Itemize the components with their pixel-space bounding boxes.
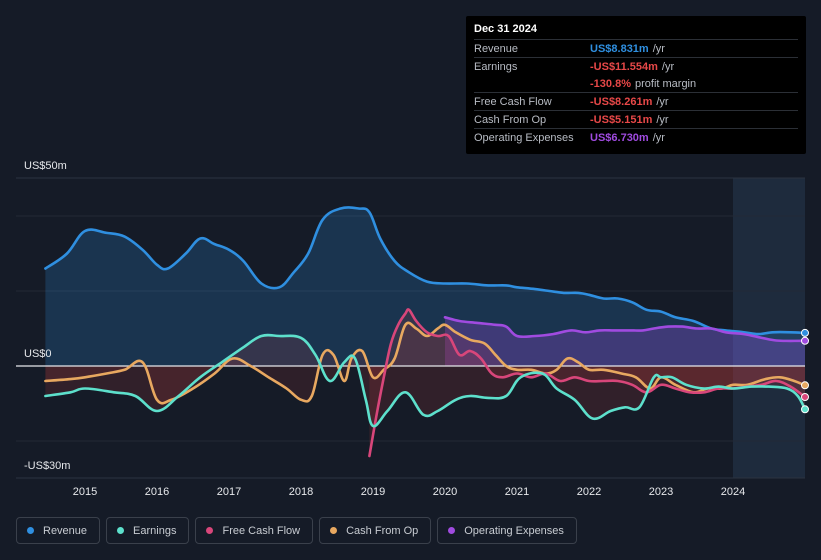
- tooltip-row-operating-expenses: Operating Expenses US$6.730m /yr: [474, 128, 798, 146]
- free-cash-flow-area: [369, 309, 805, 456]
- data-tooltip: Dec 31 2024 Revenue US$8.831m /yr Earnin…: [466, 16, 806, 154]
- earnings-dot-icon: [117, 527, 125, 534]
- x-tick-label: 2020: [433, 486, 457, 498]
- tooltip-label: Cash From Op: [474, 113, 547, 126]
- cash-from-op-endpoint: [801, 381, 809, 390]
- free-cash-flow-endpoint: [801, 393, 809, 401]
- x-tick-label: 2021: [505, 486, 529, 498]
- legend-label: Earnings: [133, 524, 177, 537]
- tooltip-unit: /yr: [661, 60, 675, 73]
- y-label-bottom: -US$30m: [24, 460, 71, 472]
- revenue-line: [44, 206, 807, 336]
- tooltip-unit: /yr: [652, 42, 665, 55]
- x-tick-label: 2018: [289, 486, 313, 498]
- legend-item-cash-from-op[interactable]: Cash From Op: [319, 517, 432, 544]
- tooltip-date: Dec 31 2024: [474, 23, 537, 35]
- earnings-line: [44, 333, 807, 428]
- chart-legend: Revenue Earnings Free Cash Flow Cash Fro…: [16, 517, 577, 544]
- tooltip-label: Revenue: [474, 42, 519, 55]
- tooltip-unit: /yr: [652, 131, 665, 144]
- x-tick-label: 2024: [721, 486, 745, 498]
- revenue-dot-icon: [27, 527, 34, 534]
- y-label-top: US$50m: [24, 160, 67, 172]
- tooltip-label: Earnings: [474, 60, 518, 73]
- tooltip-label: Operating Expenses: [474, 131, 574, 144]
- x-tick-label: 2023: [649, 486, 673, 498]
- x-tick-label: 2017: [217, 486, 241, 498]
- free-cash-flow-line: [368, 308, 807, 458]
- tooltip-value: -US$11.554m: [590, 60, 658, 73]
- x-tick-label: 2016: [145, 486, 169, 498]
- legend-item-revenue[interactable]: Revenue: [16, 517, 101, 544]
- free-cash-flow-dot-icon: [206, 527, 214, 534]
- legend-item-free-cash-flow[interactable]: Free Cash Flow: [195, 517, 314, 544]
- legend-item-operating-expenses[interactable]: Operating Expenses: [437, 517, 577, 544]
- tooltip-unit: /yr: [656, 95, 669, 108]
- tooltip-value: -US$8.261m: [590, 95, 653, 108]
- tooltip-value: -US$5.151m: [590, 113, 653, 126]
- legend-label: Operating Expenses: [464, 524, 564, 537]
- tooltip-row-free-cash-flow: Free Cash Flow -US$8.261m /yr: [474, 92, 798, 110]
- legend-item-earnings[interactable]: Earnings: [106, 517, 190, 544]
- tooltip-value: US$6.730m: [590, 131, 649, 144]
- revenue-endpoint: [801, 328, 809, 337]
- operating-expenses-dot-icon: [448, 527, 456, 534]
- operating-expenses-line: [443, 316, 807, 343]
- tooltip-value: -130.8%: [590, 77, 631, 90]
- forecast-highlight: [733, 178, 805, 478]
- tooltip-value: US$8.831m: [590, 42, 649, 55]
- revenue-area: [45, 207, 805, 366]
- tooltip-unit: profit margin: [634, 77, 697, 90]
- tooltip-label: Free Cash Flow: [474, 95, 552, 108]
- legend-label: Free Cash Flow: [222, 524, 301, 537]
- tooltip-row-profit-margin: -130.8% profit margin: [474, 75, 798, 92]
- legend-label: Revenue: [43, 524, 88, 537]
- tooltip-unit: /yr: [656, 113, 669, 126]
- x-axis-ticks: 2015 2016 2017 2018 2019 2020 2021 2022 2023 2024: [73, 486, 745, 498]
- x-tick-label: 2019: [361, 486, 385, 498]
- financial-chart: 2015 2016 2017 2018 2019 2020 2021 2022 2023 2024: [16, 177, 809, 498]
- x-tick-label: 2015: [73, 486, 97, 498]
- y-label-zero: US$0: [24, 348, 52, 360]
- cash-from-op-line: [44, 321, 807, 405]
- operating-expenses-endpoint: [801, 336, 809, 345]
- tooltip-row-earnings: Earnings -US$11.554m /yr: [474, 57, 798, 75]
- earnings-endpoint: [801, 405, 809, 414]
- cash-from-op-dot-icon: [330, 527, 338, 534]
- tooltip-row-revenue: Revenue US$8.831m /yr: [474, 39, 798, 57]
- legend-label: Cash From Op: [346, 524, 419, 537]
- tooltip-row-cash-from-op: Cash From Op -US$5.151m /yr: [474, 110, 798, 128]
- series-lines: [44, 206, 809, 458]
- cash-from-op-area: [45, 322, 805, 404]
- x-tick-label: 2022: [577, 486, 601, 498]
